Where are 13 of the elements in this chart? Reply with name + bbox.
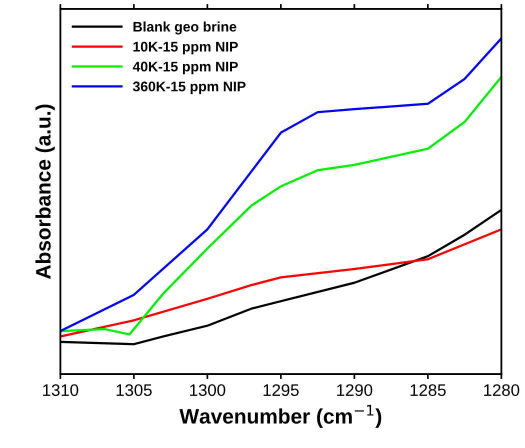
x-tick-label: 1295 — [264, 384, 299, 396]
x-tick-label: 1290 — [337, 384, 372, 396]
legend-label: Blank geo brine — [134, 21, 236, 34]
x-tick-label: 1285 — [410, 384, 446, 396]
legend-label: 10K-15 ppm NIP — [133, 42, 238, 54]
legend-label: 360K-15 ppm NIP — [132, 82, 246, 94]
y-axis-title: Absorbance (a.u.) — [35, 104, 55, 279]
x-tick-label: 1280 — [484, 384, 520, 396]
x-tick-label: 1310 — [43, 384, 78, 396]
x-tick-label: 1300 — [190, 384, 226, 396]
legend-label: 40K-15 ppm NIP — [132, 62, 238, 74]
x-axis-title: Wavenumber (cm$^{−1}$) — [179, 404, 382, 428]
x-tick-label: 1305 — [116, 384, 152, 396]
